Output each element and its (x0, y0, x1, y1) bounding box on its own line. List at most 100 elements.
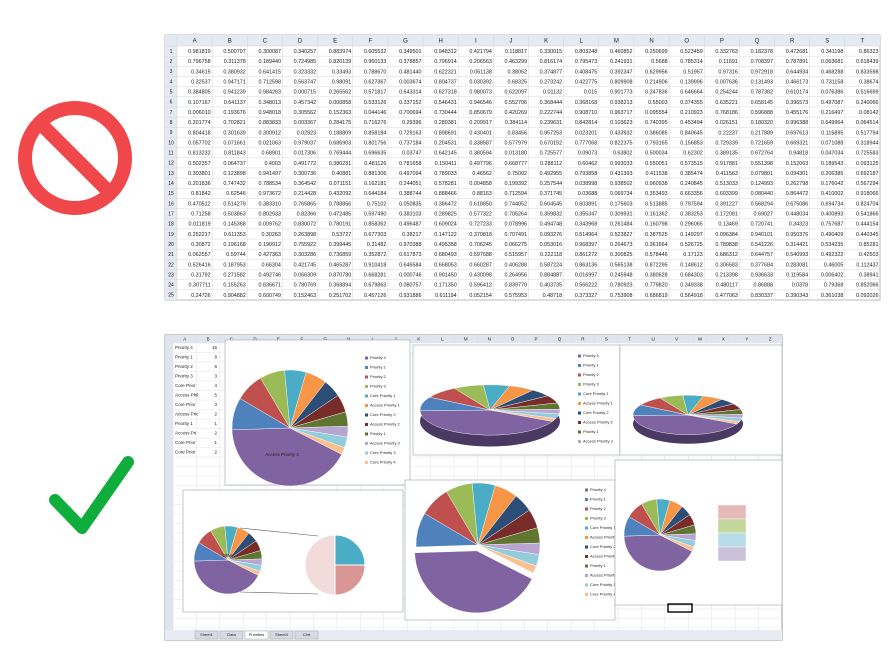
cell: 0.387525 (645, 232, 667, 238)
cell: 0.675086 (786, 201, 808, 207)
cell: 0.064737 (223, 161, 245, 167)
cell: 0.240845 (680, 181, 702, 187)
sheet-tab-label: Priorities (249, 632, 265, 637)
side-value: 1 (214, 421, 217, 426)
col-header: F (368, 39, 372, 45)
cell: 0.386472 (434, 201, 456, 207)
cell: 0.660287 (469, 262, 491, 268)
cell: 0.030392 (469, 79, 491, 85)
cell: 0.75002 (508, 171, 528, 177)
cell: 0.803248 (575, 49, 597, 55)
cell: 0.963717 (610, 110, 632, 116)
row-number: 18 (168, 222, 174, 228)
cell: 0.765865 (294, 201, 316, 207)
cell: 0.641137 (224, 100, 246, 106)
cell: 0.705264 (505, 212, 527, 218)
legend-label: Priority 4 (370, 355, 387, 360)
cell: 0.115895 (821, 130, 843, 136)
cell: 0.003367 (294, 120, 316, 126)
cell: 0.359832 (540, 212, 562, 218)
legend-label: Priority 1 (370, 365, 387, 370)
cell: 0.679863 (364, 283, 386, 289)
row-number: 10 (168, 140, 174, 146)
cell: 0.021063 (258, 140, 280, 146)
cell: 0.011819 (189, 222, 211, 228)
cell: 0.254244 (715, 90, 737, 96)
cell: 0.565138 (610, 262, 632, 268)
row-number: 14 (168, 181, 174, 187)
header-bg (165, 335, 782, 343)
cell: 0.729163 (399, 130, 421, 136)
pie-slice (231, 427, 342, 487)
cell: 0.804737 (434, 79, 456, 85)
col-header: T (861, 39, 865, 45)
sheet-tab (219, 630, 244, 640)
col-header: U (652, 337, 655, 342)
cell: 0.641415 (258, 69, 280, 75)
legend-swatch (578, 421, 581, 424)
cell: 0.241931 (610, 59, 632, 65)
row-number: 16 (168, 201, 174, 207)
cell: 0.006010 (188, 110, 210, 116)
cell: 0.940101 (751, 232, 773, 238)
cell: 0.03688 (578, 191, 598, 197)
cell: 0.457342 (294, 100, 316, 106)
cell: 0.433932 (610, 130, 632, 136)
cell: 0.804418 (188, 130, 210, 136)
col-header: Q (558, 337, 562, 342)
legend-label: Core Priority 4 (370, 460, 396, 465)
cell: 0.712598 (258, 79, 280, 85)
cell: 0.332763 (715, 49, 737, 55)
cell: 0.240066 (856, 100, 878, 106)
cell: 0.500797 (223, 49, 245, 55)
cell: 0.497087 (821, 100, 843, 106)
cell: 0.780769 (294, 283, 316, 289)
legend-label: Priority 4 (590, 487, 607, 492)
cell: 0.190912 (258, 242, 280, 248)
legend-swatch (365, 451, 368, 455)
cell: 0.517794 (856, 130, 878, 136)
cell: 0.627367 (364, 79, 386, 85)
cell: 0.201774 (188, 120, 210, 126)
cell: 0.785314 (680, 59, 702, 65)
side-value: 5 (214, 393, 217, 398)
cell: 0.430401 (469, 130, 491, 136)
cell: 0.214428 (294, 191, 316, 197)
cell: 0.468288 (821, 69, 843, 75)
cell: 0.968397 (575, 242, 597, 248)
bar-of-pie (717, 518, 747, 534)
cell: 0.251702 (329, 293, 351, 299)
row-number: 19 (168, 232, 174, 238)
cell: 0.368894 (329, 283, 351, 289)
cell: 0.050835 (399, 201, 421, 207)
cell: 0.047034 (821, 151, 843, 157)
cell: 0.523827 (610, 232, 632, 238)
cell: 0.730444 (434, 110, 456, 116)
side-label: Priority 1 (175, 355, 193, 360)
cell: 0.918066 (856, 191, 878, 197)
cell: 0.08142 (859, 110, 879, 116)
cell: 0.941497 (258, 171, 280, 177)
bar-of-pie (717, 532, 747, 548)
cell: 0.152463 (294, 293, 316, 299)
legend-swatch (578, 364, 581, 367)
cell: 0.280381 (434, 120, 456, 126)
cell: 0.571817 (364, 90, 386, 96)
cell: 0.096384 (715, 232, 737, 238)
pie-slice (289, 427, 345, 455)
legend-label: Core Priority 2 (590, 544, 616, 549)
cell: 0.160798 (645, 222, 667, 228)
cell: 0.093125 (856, 161, 878, 167)
cell: 0.646664 (680, 90, 702, 96)
legend-label: Core Priority 1 (370, 393, 396, 398)
cell: 0.725583 (856, 151, 878, 157)
cell: 0.361038 (821, 293, 843, 299)
row-number: 17 (168, 211, 174, 217)
cell: 0.023201 (575, 130, 597, 136)
cell: 0.901773 (610, 90, 632, 96)
cell: 0.053016 (540, 242, 562, 248)
col-header: M (464, 337, 468, 342)
cell: 0.788534 (258, 181, 280, 187)
cell: 0.622321 (434, 69, 456, 75)
cell: 0.006402 (821, 273, 843, 279)
